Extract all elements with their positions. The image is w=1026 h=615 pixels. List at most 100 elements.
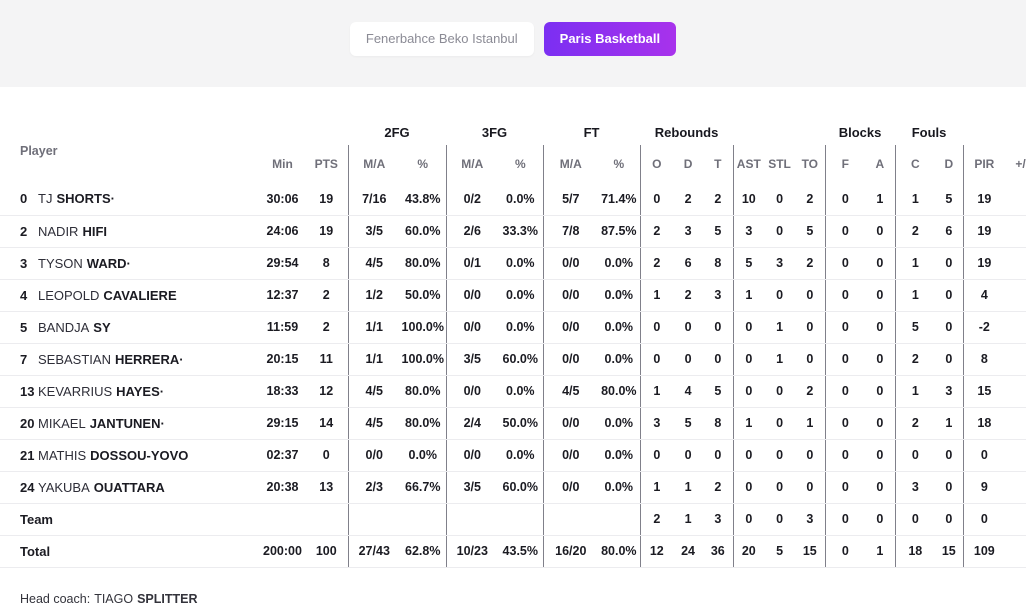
stat-reb-o: 0 bbox=[640, 343, 674, 376]
stat-min: 20:38 bbox=[260, 471, 305, 504]
col-header-reb-t: T bbox=[703, 145, 734, 183]
stat-pts: 2 bbox=[305, 279, 349, 312]
stat-stl: 1 bbox=[764, 311, 796, 344]
stat-foul-c: 1 bbox=[895, 247, 936, 280]
starter-dot: · bbox=[159, 383, 165, 399]
player-last-name: HERRERA bbox=[114, 351, 180, 367]
stat-fg2-ma: 1/1 bbox=[348, 343, 400, 376]
stat-foul-d: 3 bbox=[935, 375, 964, 408]
stat-stl: 0 bbox=[764, 375, 796, 408]
player-name-cell: 20 MIKAEL JANTUNEN· bbox=[0, 407, 260, 440]
stat-reb-t: 2 bbox=[703, 183, 734, 216]
stat-blk-a: 0 bbox=[865, 279, 896, 312]
stat-ft-ma: 4/5 bbox=[543, 375, 599, 408]
stat-pm bbox=[1005, 343, 1026, 376]
stat-ft-pct: 0.0% bbox=[598, 343, 641, 376]
stat-min: 29:54 bbox=[260, 247, 305, 280]
player-row: 24 YAKUBA OUATTARA 20:38 13 2/3 66.7% 3/5 60.0% 0… bbox=[0, 471, 1026, 504]
stat-fg2-ma: 7/16 bbox=[348, 183, 400, 216]
stat-pts: 19 bbox=[305, 183, 349, 216]
player-last-name: JANTUNEN bbox=[89, 415, 161, 431]
tab-fenerbahce-beko-istanbul[interactable]: Fenerbahce Beko Istanbul bbox=[349, 21, 534, 56]
stat-min: 11:59 bbox=[260, 311, 305, 344]
stat-blk-f: 0 bbox=[825, 471, 866, 504]
stat-reb-o: 1 bbox=[640, 279, 674, 312]
stat-to: 1 bbox=[795, 407, 826, 440]
stat-foul-d: 0 bbox=[935, 279, 964, 312]
stat-stl: 0 bbox=[764, 279, 796, 312]
stat-stl: 0 bbox=[764, 183, 796, 216]
player-last-name: HIFI bbox=[82, 223, 108, 239]
stat-ft-pct bbox=[598, 503, 641, 536]
stat-fg2-pct: 0.0% bbox=[400, 439, 447, 472]
stat-fg3-pct: 0.0% bbox=[498, 183, 544, 216]
stat-foul-c: 2 bbox=[895, 215, 936, 248]
stat-ast: 0 bbox=[733, 311, 765, 344]
player-row: 0 TJ SHORTS· 30:06 19 7/16 43.8% 0/2 0.0% 5/7 71.4… bbox=[0, 183, 1026, 216]
stat-pir: 19 bbox=[963, 247, 1006, 280]
stat-ast: 0 bbox=[733, 503, 765, 536]
stat-foul-c: 0 bbox=[895, 503, 936, 536]
stat-pm bbox=[1005, 535, 1026, 568]
stat-foul-d: 1 bbox=[935, 407, 964, 440]
stat-fg2-ma: 3/5 bbox=[348, 215, 400, 248]
stat-foul-d: 0 bbox=[935, 439, 964, 472]
stat-ft-pct: 80.0% bbox=[598, 535, 641, 568]
box-score-container: Player 2FG 3FG FT Rebounds Blocks Fouls … bbox=[0, 87, 1026, 568]
stat-blk-f: 0 bbox=[825, 247, 866, 280]
stat-pts: 8 bbox=[305, 247, 349, 280]
stat-stl: 0 bbox=[764, 215, 796, 248]
stat-reb-d: 1 bbox=[673, 503, 704, 536]
player-first-name: KEVARRIUS bbox=[38, 383, 113, 399]
stat-ast: 5 bbox=[733, 247, 765, 280]
stat-blk-a: 0 bbox=[865, 503, 896, 536]
stat-ft-ma: 0/0 bbox=[543, 343, 599, 376]
stat-fg2-pct: 100.0% bbox=[400, 311, 447, 344]
stat-reb-d: 4 bbox=[673, 375, 704, 408]
player-name-cell: 7 SEBASTIAN HERRERA· bbox=[0, 343, 260, 376]
stat-pts: 19 bbox=[305, 215, 349, 248]
stat-blk-a: 0 bbox=[865, 311, 896, 344]
starter-dot: · bbox=[110, 191, 115, 207]
tab-paris-basketball[interactable]: Paris Basketball bbox=[543, 21, 677, 56]
stat-reb-t: 8 bbox=[703, 247, 734, 280]
stat-fg3-ma: 0/0 bbox=[446, 375, 499, 408]
stat-fg2-ma: 4/5 bbox=[348, 407, 400, 440]
stat-foul-c: 2 bbox=[895, 407, 936, 440]
stat-ft-ma: 0/0 bbox=[543, 407, 599, 440]
stat-pir: 109 bbox=[963, 535, 1006, 568]
group-header-blocks: Blocks bbox=[838, 124, 882, 140]
stat-reb-t: 5 bbox=[703, 375, 734, 408]
player-name-cell: 3 TYSON WARD· bbox=[0, 247, 260, 280]
stat-pm bbox=[1005, 247, 1026, 280]
stat-foul-c: 1 bbox=[895, 375, 936, 408]
head-coach-first-name: TIAGO bbox=[94, 591, 134, 606]
stat-foul-d: 0 bbox=[935, 247, 964, 280]
stat-fg2-pct: 80.0% bbox=[400, 407, 447, 440]
stat-ft-pct: 0.0% bbox=[598, 471, 641, 504]
stat-min: 200:00 bbox=[260, 535, 305, 568]
player-name-cell: 13 KEVARRIUS HAYES· bbox=[0, 375, 260, 408]
stat-fg2-ma: 2/3 bbox=[348, 471, 400, 504]
stat-pir: 15 bbox=[963, 375, 1006, 408]
group-header-row: Player 2FG 3FG FT Rebounds Blocks Fouls bbox=[0, 119, 1026, 159]
stat-to: 2 bbox=[795, 183, 826, 216]
stat-fg2-pct bbox=[400, 503, 447, 536]
stat-fg2-ma: 1/2 bbox=[348, 279, 400, 312]
stat-reb-t: 2 bbox=[703, 471, 734, 504]
stat-fg2-ma bbox=[348, 503, 400, 536]
col-header-2fg-pct: % bbox=[400, 145, 447, 183]
stat-pts: 11 bbox=[305, 343, 349, 376]
stat-pm bbox=[1005, 439, 1026, 472]
stat-reb-d: 2 bbox=[673, 183, 704, 216]
stat-pir: 19 bbox=[963, 183, 1006, 216]
jersey-number: 2 bbox=[20, 223, 28, 239]
stat-fg3-pct: 0.0% bbox=[498, 439, 544, 472]
stat-foul-d: 5 bbox=[935, 183, 964, 216]
stat-fg3-pct: 50.0% bbox=[498, 407, 544, 440]
stat-pts: 13 bbox=[305, 471, 349, 504]
stat-fg3-ma bbox=[446, 503, 499, 536]
stat-foul-d: 0 bbox=[935, 343, 964, 376]
stat-ast: 20 bbox=[733, 535, 765, 568]
player-last-name: SHORTS bbox=[56, 191, 111, 207]
